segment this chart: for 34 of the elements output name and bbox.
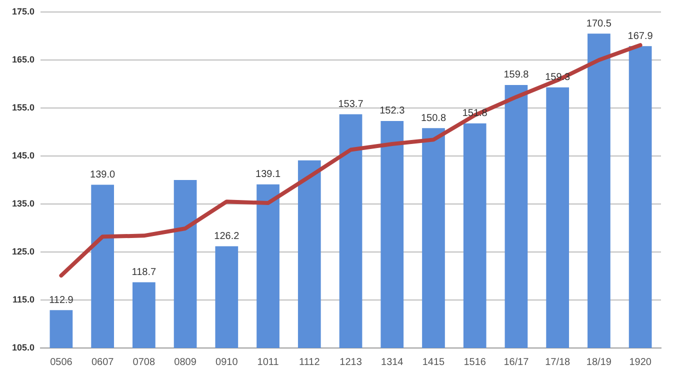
x-tick-label: 17/18 (545, 356, 571, 368)
x-tick-label: 0607 (91, 356, 114, 368)
data-label: 152.3 (380, 106, 406, 117)
y-tick-label: 135.0 (12, 198, 35, 208)
data-label: 150.8 (420, 112, 446, 124)
x-tick-label: 1314 (381, 356, 404, 368)
x-tick-label: 18/19 (586, 356, 612, 368)
y-tick-label: 165.0 (12, 54, 35, 64)
data-label: 139.1 (256, 169, 281, 180)
x-tick-label: 0910 (216, 356, 238, 368)
x-tick-label: 1011 (257, 356, 280, 368)
data-label: 170.5 (586, 18, 612, 30)
y-tick-label: 175.0 (12, 6, 35, 16)
y-tick-label: 115.0 (12, 294, 35, 304)
x-tick-label: 0809 (174, 356, 197, 368)
x-tick-label: 16/17 (504, 356, 530, 368)
x-tick-label: 1516 (464, 356, 486, 368)
data-label: 126.2 (214, 230, 240, 242)
data-label: 167.9 (628, 30, 654, 42)
x-tick-label: 0708 (132, 356, 156, 368)
y-tick-label: 105.0 (12, 342, 35, 352)
y-tick-label: 155.0 (12, 102, 35, 112)
data-label: 139.0 (90, 170, 116, 181)
data-label: 112.9 (49, 294, 74, 306)
data-label: 159.8 (504, 70, 530, 81)
x-tick-label: 0506 (50, 356, 73, 368)
x-tick-label: 1920 (629, 356, 652, 368)
x-tick-label: 1415 (422, 356, 446, 368)
x-tick-label: 1112 (299, 356, 320, 368)
data-label: 118.7 (132, 266, 157, 278)
y-tick-label: 125.0 (12, 246, 35, 256)
y-tick-label: 145.0 (12, 150, 35, 160)
data-label: 153.7 (338, 98, 364, 110)
x-tick-label: 1213 (340, 356, 362, 368)
